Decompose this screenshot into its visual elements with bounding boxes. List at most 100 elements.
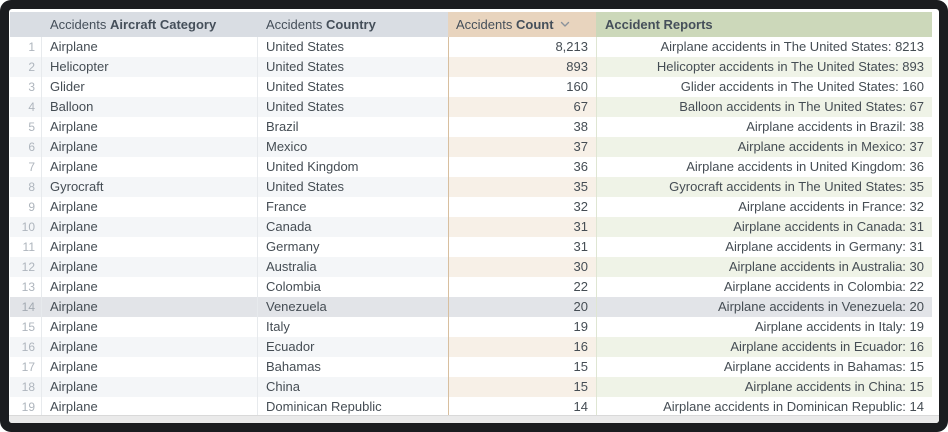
aircraft-category-cell: Airplane xyxy=(42,377,258,397)
table-row[interactable]: 13 Airplane Colombia 22 Airplane acciden… xyxy=(10,277,932,297)
count-cell: 893 xyxy=(448,57,596,77)
column-label: Accident Reports xyxy=(605,17,713,32)
accident-report-cell: Helicopter accidents in The United State… xyxy=(596,57,932,77)
aircraft-category-cell: Airplane xyxy=(42,277,258,297)
country-cell: Venezuela xyxy=(258,297,448,317)
accident-report-cell: Airplane accidents in Mexico: 37 xyxy=(596,137,932,157)
table-row[interactable]: 17 Airplane Bahamas 15 Airplane accident… xyxy=(10,357,932,377)
row-number-cell: 3 xyxy=(10,77,42,97)
table-row[interactable]: 15 Airplane Italy 19 Airplane accidents … xyxy=(10,317,932,337)
accident-report-cell: Airplane accidents in Ecuador: 16 xyxy=(596,337,932,357)
accident-report-cell: Airplane accidents in Canada: 31 xyxy=(596,217,932,237)
column-header-accident-reports[interactable]: Accident Reports xyxy=(596,12,932,37)
table-body: 1 Airplane United States 8,213 Airplane … xyxy=(10,37,932,415)
aircraft-category-cell: Airplane xyxy=(42,197,258,217)
table-row[interactable]: 1 Airplane United States 8,213 Airplane … xyxy=(10,37,932,57)
table-row[interactable]: 14 Airplane Venezuela 20 Airplane accide… xyxy=(10,297,932,317)
row-number-cell: 16 xyxy=(10,337,42,357)
count-cell: 31 xyxy=(448,217,596,237)
count-cell: 31 xyxy=(448,237,596,257)
count-cell: 15 xyxy=(448,377,596,397)
country-cell: Canada xyxy=(258,217,448,237)
country-cell: Colombia xyxy=(258,277,448,297)
table-row[interactable]: 5 Airplane Brazil 38 Airplane accidents … xyxy=(10,117,932,137)
table-row[interactable]: 16 Airplane Ecuador 16 Airplane accident… xyxy=(10,337,932,357)
country-cell: Brazil xyxy=(258,117,448,137)
accident-report-cell: Airplane accidents in The United States:… xyxy=(596,37,932,57)
accident-report-cell: Airplane accidents in Germany: 31 xyxy=(596,237,932,257)
accident-report-cell: Airplane accidents in Italy: 19 xyxy=(596,317,932,337)
count-cell: 38 xyxy=(448,117,596,137)
aircraft-category-cell: Airplane xyxy=(42,397,258,415)
country-cell: France xyxy=(258,197,448,217)
table-row[interactable]: 6 Airplane Mexico 37 Airplane accidents … xyxy=(10,137,932,157)
table-row[interactable]: 12 Airplane Australia 30 Airplane accide… xyxy=(10,257,932,277)
count-cell: 14 xyxy=(448,397,596,415)
table-row[interactable]: 18 Airplane China 15 Airplane accidents … xyxy=(10,377,932,397)
aircraft-category-cell: Airplane xyxy=(42,117,258,137)
column-prefix: Accidents xyxy=(456,17,513,32)
column-header-count-sorted[interactable]: Accidents Count xyxy=(448,12,596,37)
table-row[interactable]: 10 Airplane Canada 31 Airplane accidents… xyxy=(10,217,932,237)
aircraft-category-cell: Helicopter xyxy=(42,57,258,77)
row-number-cell: 10 xyxy=(10,217,42,237)
country-cell: United States xyxy=(258,177,448,197)
table-row[interactable]: 7 Airplane United Kingdom 36 Airplane ac… xyxy=(10,157,932,177)
table-row[interactable]: 3 Glider United States 160 Glider accide… xyxy=(10,77,932,97)
column-label: Country xyxy=(326,17,376,32)
column-prefix: Accidents xyxy=(50,17,107,32)
data-table: Accidents Aircraft Category Accidents Co… xyxy=(10,12,932,415)
country-cell: Italy xyxy=(258,317,448,337)
country-cell: Ecuador xyxy=(258,337,448,357)
accident-report-cell: Airplane accidents in Venezuela: 20 xyxy=(596,297,932,317)
count-cell: 19 xyxy=(448,317,596,337)
column-label: Aircraft Category xyxy=(110,17,217,32)
aircraft-category-cell: Airplane xyxy=(42,237,258,257)
table-row[interactable]: 19 Airplane Dominican Republic 14 Airpla… xyxy=(10,397,932,415)
accident-report-cell: Airplane accidents in Colombia: 22 xyxy=(596,277,932,297)
aircraft-category-cell: Airplane xyxy=(42,297,258,317)
column-header-aircraft-category[interactable]: Accidents Aircraft Category xyxy=(42,12,258,37)
aircraft-category-cell: Airplane xyxy=(42,137,258,157)
chevron-down-icon xyxy=(559,13,571,37)
column-header-country[interactable]: Accidents Country xyxy=(258,12,448,37)
count-cell: 22 xyxy=(448,277,596,297)
row-number-cell: 5 xyxy=(10,117,42,137)
count-cell: 35 xyxy=(448,177,596,197)
aircraft-category-cell: Airplane xyxy=(42,37,258,57)
row-number-cell: 1 xyxy=(10,37,42,57)
row-number-cell: 14 xyxy=(10,297,42,317)
table-row[interactable]: 9 Airplane France 32 Airplane accidents … xyxy=(10,197,932,217)
count-cell: 20 xyxy=(448,297,596,317)
table-row[interactable]: 2 Helicopter United States 893 Helicopte… xyxy=(10,57,932,77)
count-cell: 15 xyxy=(448,357,596,377)
column-label: Count xyxy=(516,17,554,32)
row-number-cell: 19 xyxy=(10,397,42,415)
accident-report-cell: Airplane accidents in Dominican Republic… xyxy=(596,397,932,415)
accident-report-cell: Airplane accidents in Bahamas: 15 xyxy=(596,357,932,377)
country-cell: Bahamas xyxy=(258,357,448,377)
accident-report-cell: Airplane accidents in United Kingdom: 36 xyxy=(596,157,932,177)
horizontal-scrollbar[interactable] xyxy=(9,415,939,423)
accident-report-cell: Airplane accidents in Brazil: 38 xyxy=(596,117,932,137)
aircraft-category-cell: Airplane xyxy=(42,217,258,237)
row-number-cell: 15 xyxy=(10,317,42,337)
row-number-cell: 7 xyxy=(10,157,42,177)
accident-report-cell: Airplane accidents in Australia: 30 xyxy=(596,257,932,277)
aircraft-category-cell: Airplane xyxy=(42,317,258,337)
row-number-cell: 2 xyxy=(10,57,42,77)
aircraft-category-cell: Gyrocraft xyxy=(42,177,258,197)
count-cell: 16 xyxy=(448,337,596,357)
country-cell: United States xyxy=(258,77,448,97)
table-row[interactable]: 4 Balloon United States 67 Balloon accid… xyxy=(10,97,932,117)
column-prefix: Accidents xyxy=(266,17,323,32)
row-number-column-header xyxy=(10,12,42,37)
table-row[interactable]: 11 Airplane Germany 31 Airplane accident… xyxy=(10,237,932,257)
country-cell: Dominican Republic xyxy=(258,397,448,415)
count-cell: 30 xyxy=(448,257,596,277)
row-number-cell: 11 xyxy=(10,237,42,257)
table-row[interactable]: 8 Gyrocraft United States 35 Gyrocraft a… xyxy=(10,177,932,197)
country-cell: Mexico xyxy=(258,137,448,157)
country-cell: Australia xyxy=(258,257,448,277)
